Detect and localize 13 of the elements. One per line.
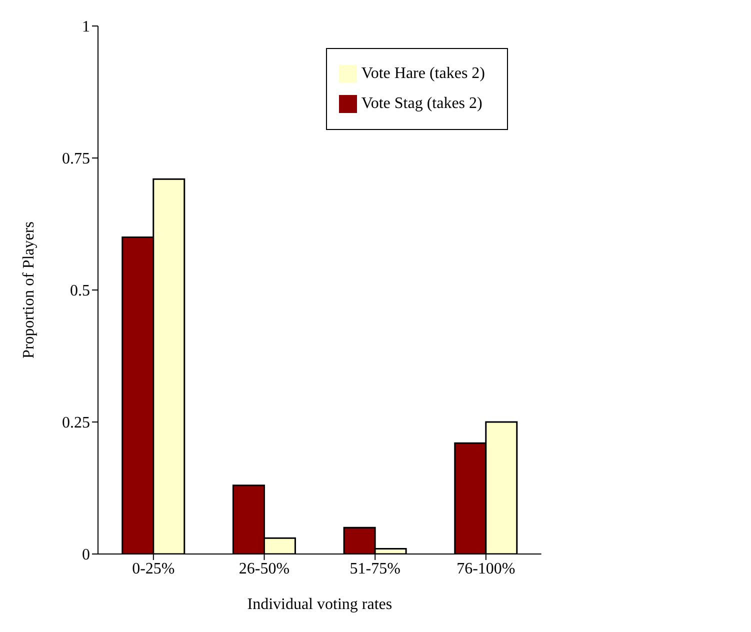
y-tick-label: 0.25 xyxy=(62,414,90,432)
y-tick-label: 0.75 xyxy=(62,150,90,168)
x-tick-label: 51-75% xyxy=(350,560,400,578)
y-tick-label: 0.5 xyxy=(70,282,90,300)
y-axis-title: Proportion of Players xyxy=(20,222,38,358)
x-tick-label: 0-25% xyxy=(132,560,175,578)
y-tick-label: 1 xyxy=(82,18,90,36)
legend-label: Vote Stag (takes 2) xyxy=(361,95,482,112)
x-axis-title: Individual voting rates xyxy=(247,596,392,613)
y-tick-label: 0 xyxy=(82,546,90,564)
legend-label: Vote Hare (takes 2) xyxy=(361,65,485,82)
x-tick-label: 26-50% xyxy=(238,560,290,578)
x-tick-label: 76-100% xyxy=(456,560,516,578)
